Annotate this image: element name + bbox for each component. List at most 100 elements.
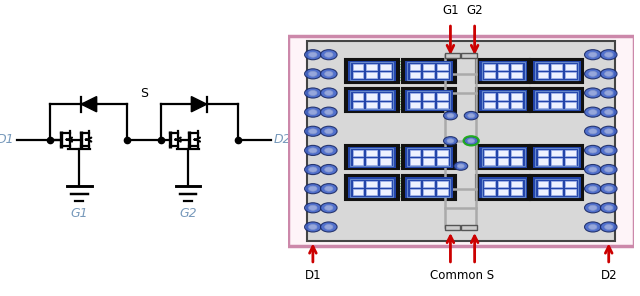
Bar bbox=[353, 189, 364, 195]
Text: G1: G1 bbox=[70, 207, 88, 220]
Bar bbox=[481, 148, 525, 166]
Text: G2: G2 bbox=[467, 4, 483, 17]
Circle shape bbox=[605, 205, 613, 210]
Bar bbox=[380, 72, 391, 78]
Bar bbox=[366, 72, 377, 78]
Circle shape bbox=[600, 145, 617, 155]
Bar bbox=[481, 62, 525, 80]
Circle shape bbox=[324, 186, 333, 191]
Bar bbox=[348, 177, 396, 198]
Bar bbox=[437, 102, 448, 108]
Bar bbox=[479, 147, 527, 168]
Bar bbox=[484, 181, 495, 187]
Bar bbox=[538, 150, 548, 156]
Circle shape bbox=[589, 52, 597, 57]
Bar bbox=[380, 181, 391, 187]
Circle shape bbox=[308, 186, 317, 191]
Bar bbox=[380, 64, 391, 70]
Bar bbox=[423, 158, 434, 165]
Bar bbox=[380, 189, 391, 195]
Circle shape bbox=[308, 205, 317, 210]
Bar bbox=[461, 225, 477, 230]
Bar bbox=[410, 158, 420, 165]
Bar bbox=[498, 181, 508, 187]
Circle shape bbox=[308, 224, 317, 229]
Circle shape bbox=[308, 167, 317, 172]
Bar bbox=[484, 102, 495, 108]
Circle shape bbox=[324, 110, 333, 115]
Bar bbox=[405, 61, 453, 81]
Bar bbox=[476, 176, 530, 200]
Bar bbox=[538, 93, 548, 99]
Bar bbox=[551, 93, 562, 99]
Bar bbox=[538, 189, 548, 195]
Circle shape bbox=[589, 71, 597, 76]
Bar bbox=[484, 93, 495, 99]
Circle shape bbox=[321, 126, 337, 136]
Circle shape bbox=[305, 165, 321, 175]
Circle shape bbox=[444, 111, 458, 120]
Bar bbox=[538, 102, 548, 108]
Circle shape bbox=[321, 222, 337, 232]
Text: D1: D1 bbox=[305, 269, 321, 282]
Bar bbox=[348, 90, 396, 111]
Text: Common S: Common S bbox=[431, 269, 495, 282]
Bar bbox=[565, 93, 575, 99]
Bar bbox=[348, 61, 396, 81]
Bar bbox=[353, 72, 364, 78]
Circle shape bbox=[600, 203, 617, 213]
Bar bbox=[498, 158, 508, 165]
Circle shape bbox=[600, 165, 617, 175]
Bar bbox=[366, 102, 377, 108]
Bar bbox=[423, 189, 434, 195]
Bar bbox=[407, 91, 451, 109]
Circle shape bbox=[324, 167, 333, 172]
Bar bbox=[565, 189, 575, 195]
Circle shape bbox=[324, 91, 333, 96]
Bar bbox=[551, 64, 562, 70]
Bar bbox=[380, 158, 391, 165]
Bar bbox=[538, 64, 548, 70]
Bar bbox=[530, 176, 584, 200]
Bar bbox=[437, 150, 448, 156]
Bar bbox=[353, 158, 364, 165]
Circle shape bbox=[600, 69, 617, 79]
Circle shape bbox=[305, 107, 321, 117]
Circle shape bbox=[605, 110, 613, 115]
Circle shape bbox=[589, 91, 597, 96]
Bar bbox=[410, 150, 420, 156]
Bar bbox=[538, 181, 548, 187]
Bar bbox=[498, 93, 508, 99]
Circle shape bbox=[589, 110, 597, 115]
Bar bbox=[498, 102, 508, 108]
Circle shape bbox=[324, 52, 333, 57]
Bar bbox=[498, 189, 508, 195]
Bar bbox=[407, 62, 451, 80]
Circle shape bbox=[584, 145, 601, 155]
Circle shape bbox=[447, 114, 454, 118]
Circle shape bbox=[468, 114, 475, 118]
Bar bbox=[366, 64, 377, 70]
Circle shape bbox=[600, 107, 617, 117]
Circle shape bbox=[324, 148, 333, 153]
Bar bbox=[484, 189, 495, 195]
Circle shape bbox=[324, 224, 333, 229]
Bar bbox=[402, 59, 456, 83]
Bar bbox=[410, 102, 420, 108]
Bar bbox=[437, 189, 448, 195]
Bar bbox=[551, 189, 562, 195]
Circle shape bbox=[305, 88, 321, 98]
Bar bbox=[437, 93, 448, 99]
Bar bbox=[511, 93, 522, 99]
Bar bbox=[481, 179, 525, 197]
Bar bbox=[348, 147, 396, 168]
Bar bbox=[530, 88, 584, 112]
Bar bbox=[551, 150, 562, 156]
Bar bbox=[530, 145, 584, 169]
Bar bbox=[410, 64, 420, 70]
Circle shape bbox=[464, 111, 478, 120]
Circle shape bbox=[605, 186, 613, 191]
Bar bbox=[353, 181, 364, 187]
Circle shape bbox=[305, 126, 321, 136]
Bar bbox=[476, 145, 530, 169]
